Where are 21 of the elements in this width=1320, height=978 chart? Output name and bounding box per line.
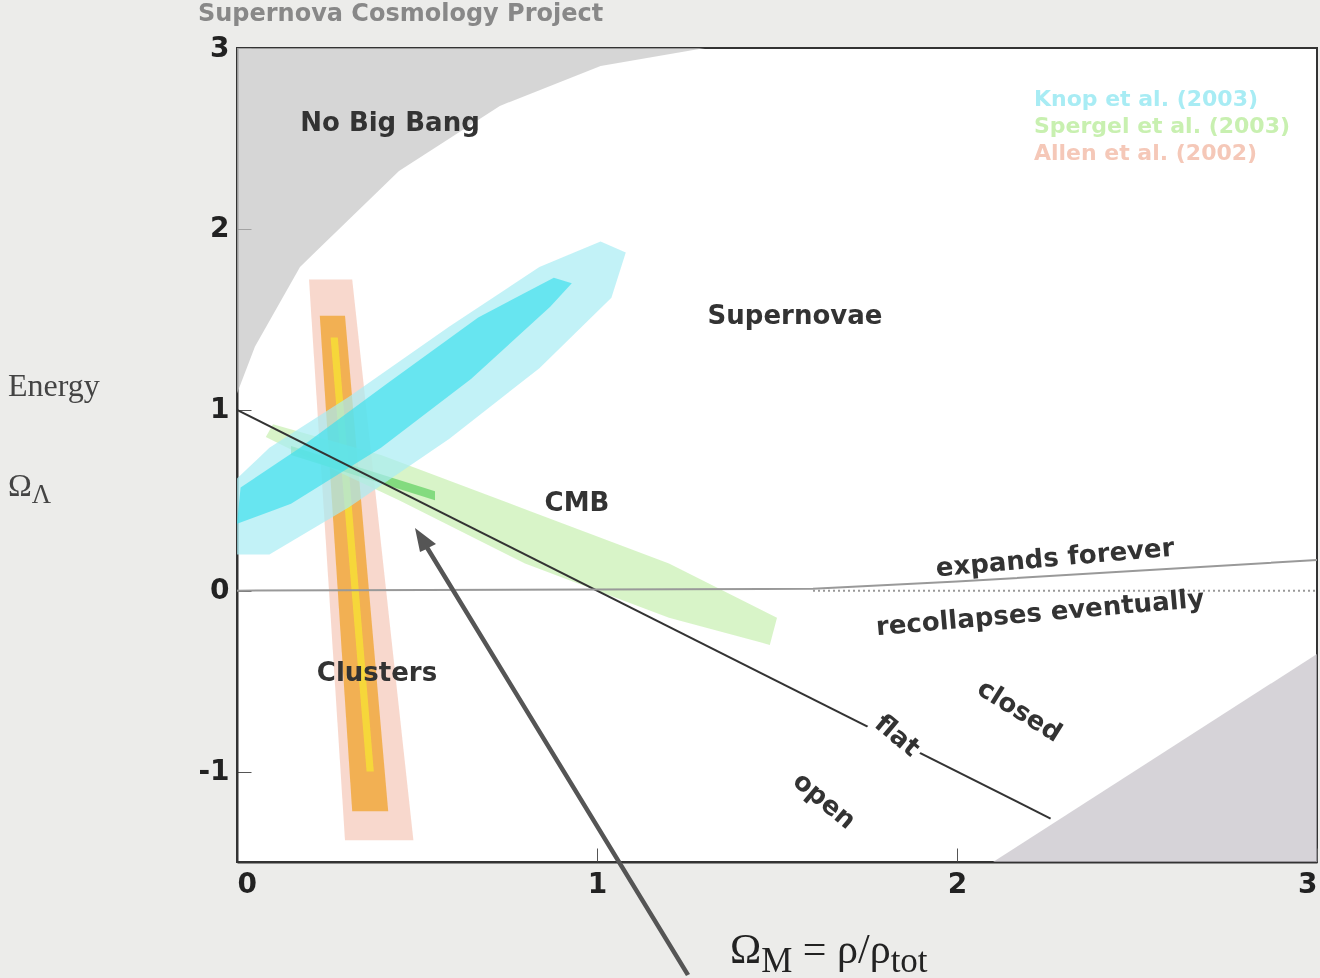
text: Allen et al. (2002) (1033, 139, 1259, 166)
annotation: flat (866, 705, 930, 765)
text: Energy Ω$_{Λ}$ (8, 367, 100, 510)
text: Spergel et al. (2003) (1033, 112, 1290, 139)
x-tick-label: 0 (237, 866, 257, 900)
y-tick-label: 3 (210, 30, 230, 64)
annotation: recollapses eventually (873, 582, 1207, 642)
annotation: Supernovae (706, 300, 884, 330)
text: Knop et al. (2003) (1033, 85, 1259, 112)
y-tick-label: 0 (210, 573, 230, 607)
x-tick-label: 1 (587, 866, 608, 900)
x-tick-label: 2 (947, 866, 968, 900)
annotation: No Big Bang (299, 107, 481, 137)
chart-title: Supernova Cosmology Project (197, 0, 604, 27)
x-tick-label: 3 (1298, 866, 1318, 900)
annotation: expands forever (933, 531, 1177, 583)
y-tick-label: 2 (210, 211, 230, 245)
annotation: CMB (543, 487, 611, 517)
x-axis-title: Ω$_{M}$ = ρ/ρ$_{tot}$ (730, 925, 928, 978)
y-tick-label: -1 (198, 754, 230, 788)
y-tick-label: 1 (210, 392, 230, 426)
